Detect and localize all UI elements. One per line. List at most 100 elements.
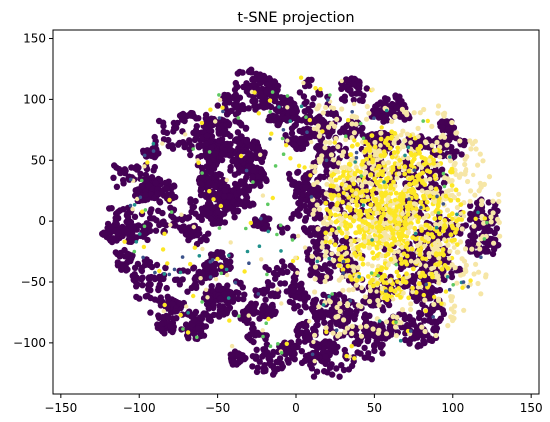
scatter-point [333, 212, 338, 218]
scatter-point [427, 176, 433, 182]
scatter-point [381, 246, 388, 253]
scatter-point [402, 336, 409, 344]
scatter-point [112, 217, 120, 225]
scatter-point [227, 140, 234, 148]
scatter-point [131, 271, 138, 278]
scatter-point [284, 356, 291, 364]
scatter-point [384, 226, 389, 231]
scatter-point [310, 297, 318, 304]
scatter-point [459, 256, 465, 262]
scatter-point [197, 191, 205, 199]
scatter-point [235, 289, 242, 297]
scatter-point [200, 234, 208, 242]
scatter-point [124, 259, 131, 266]
scatter-point [445, 323, 451, 329]
scatter-point [436, 296, 442, 302]
scatter-point [475, 280, 481, 287]
scatter-point [478, 291, 484, 297]
scatter-point [408, 306, 414, 313]
scatter-point [138, 276, 145, 283]
scatter-point [445, 243, 451, 248]
scatter-point [300, 191, 307, 198]
scatter-point [322, 278, 328, 284]
scatter-point [113, 183, 121, 190]
scatter-point [385, 196, 391, 202]
scatter-point [187, 151, 194, 159]
scatter-point [355, 265, 361, 271]
scatter-point [411, 156, 417, 162]
scatter-point [452, 303, 458, 309]
scatter-point [145, 181, 153, 189]
scatter-point [110, 174, 117, 181]
scatter-point [476, 269, 482, 275]
scatter-point [480, 158, 486, 164]
scatter-point [194, 232, 201, 239]
scatter-point [274, 292, 281, 300]
scatter-point [362, 149, 368, 154]
scatter-point [441, 134, 448, 140]
scatter-point [449, 183, 455, 188]
scatter-point [278, 360, 285, 367]
scatter-point [413, 194, 419, 200]
scatter-point [448, 273, 456, 281]
scatter-point [341, 317, 347, 323]
scatter-point [163, 284, 170, 292]
scatter-point [248, 66, 255, 73]
scatter-point [246, 303, 253, 310]
scatter-point [435, 238, 441, 244]
scatter-point [361, 344, 368, 352]
scatter-point [266, 353, 273, 360]
scatter-point [357, 229, 363, 235]
scatter-point [207, 317, 214, 324]
scatter-point [217, 295, 224, 302]
scatter-point [295, 294, 302, 301]
scatter-point [280, 100, 287, 107]
scatter-point [147, 152, 154, 159]
scatter-point [242, 125, 250, 132]
scatter-point [230, 358, 238, 366]
scatter-point [368, 202, 374, 208]
scatter-point [335, 144, 341, 150]
scatter-point [380, 237, 386, 243]
scatter-point [422, 139, 429, 145]
scatter-point [291, 350, 298, 357]
scatter-point [393, 333, 399, 339]
scatter-point [141, 261, 149, 269]
scatter-point [459, 226, 465, 232]
scatter-point [312, 231, 319, 238]
scatter-point [264, 306, 272, 314]
scatter-point [286, 175, 294, 182]
scatter-point [328, 192, 334, 198]
scatter-point [285, 170, 293, 178]
scatter-point [418, 248, 423, 253]
scatter-point [279, 258, 286, 265]
scatter-point [429, 285, 436, 292]
scatter-point [262, 175, 269, 183]
scatter-point [180, 223, 187, 230]
scatter-point [341, 346, 348, 354]
scatter-point [249, 173, 256, 180]
scatter-point [383, 138, 389, 144]
scatter-point [409, 246, 415, 252]
scatter-point [329, 251, 335, 257]
scatter-point [323, 230, 329, 236]
scatter-point [153, 261, 161, 269]
scatter-point [298, 280, 305, 287]
scatter-point [177, 113, 185, 120]
scatter-point [148, 263, 156, 271]
scatter-point [395, 241, 401, 247]
scatter-point [362, 239, 368, 245]
scatter-point [236, 188, 244, 196]
scatter-point [412, 225, 418, 231]
scatter-point [369, 133, 375, 139]
scatter-point [253, 346, 260, 353]
scatter-point [324, 267, 331, 274]
scatter-point [131, 264, 139, 271]
scatter-point [475, 162, 481, 168]
scatter-point [339, 153, 345, 159]
scatter-point [298, 348, 305, 355]
scatter-point [442, 218, 448, 223]
scatter-point [417, 281, 422, 287]
scatter-point [402, 171, 408, 177]
scatter-point [323, 200, 329, 206]
